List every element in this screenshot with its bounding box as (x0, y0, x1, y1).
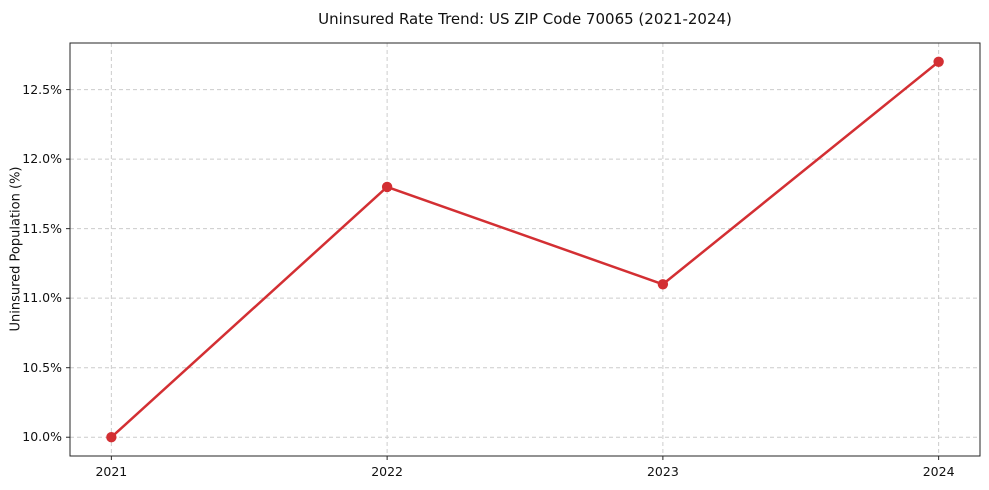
data-point-marker (381, 181, 393, 193)
y-tick-label: 12.0% (22, 151, 62, 167)
x-tick-label: 2021 (95, 464, 128, 479)
x-tick-label: 2024 (922, 464, 955, 479)
x-tick-label: 2022 (371, 464, 404, 479)
x-tick-label: 2023 (646, 464, 679, 479)
data-point-marker (933, 56, 944, 67)
data-point-marker (657, 279, 669, 290)
trend-line (110, 60, 940, 439)
data-point-marker (106, 432, 117, 443)
axes-spines (69, 42, 981, 457)
y-tick-label: 11.0% (22, 290, 62, 306)
y-tick-label: 11.5% (22, 220, 62, 236)
y-tick-label: 10.0% (22, 429, 62, 445)
chart-title: Uninsured Rate Trend: US ZIP Code 70065 … (318, 10, 732, 28)
y-tick-label: 10.5% (22, 359, 62, 375)
y-tick-label: 12.5% (22, 81, 62, 97)
